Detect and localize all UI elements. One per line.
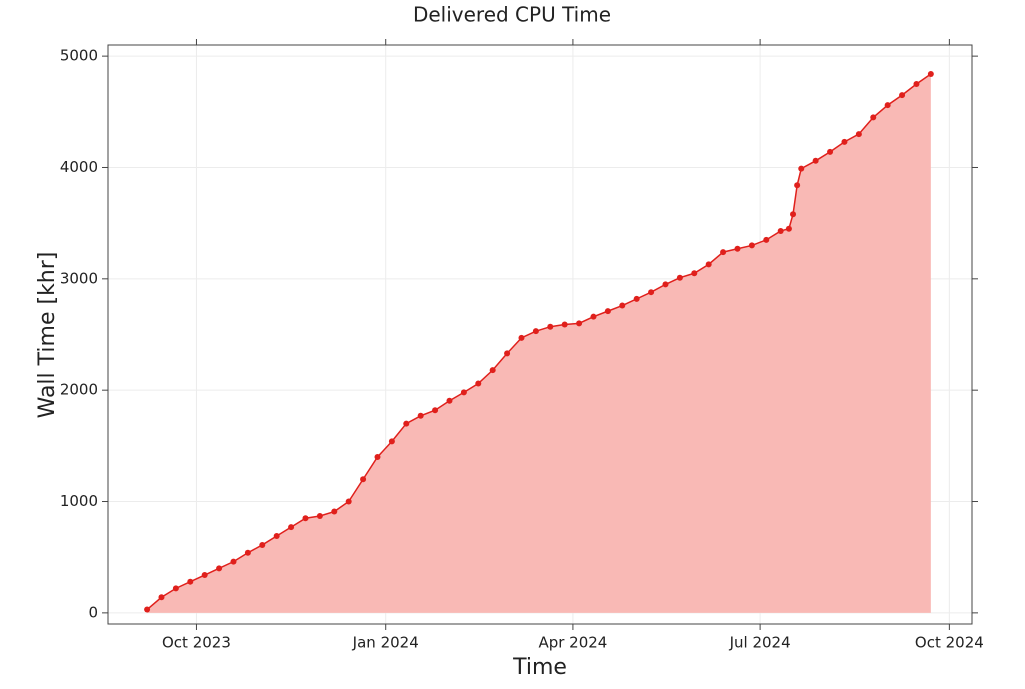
marker [705, 261, 712, 268]
marker [720, 249, 727, 256]
marker [460, 389, 467, 396]
marker [446, 397, 453, 404]
marker [676, 274, 683, 281]
marker [417, 412, 424, 419]
marker [785, 225, 792, 232]
marker [590, 313, 597, 320]
marker [302, 515, 309, 522]
marker [144, 606, 151, 613]
marker [331, 508, 338, 515]
marker [870, 114, 877, 121]
y-tick-label: 2000 [60, 381, 98, 399]
marker [518, 334, 525, 341]
y-tick-label: 5000 [60, 47, 98, 65]
x-tick-label: Oct 2024 [915, 634, 984, 652]
chart-title: Delivered CPU Time [413, 3, 611, 27]
y-tick-label: 1000 [60, 492, 98, 510]
marker [432, 407, 439, 414]
marker [532, 328, 539, 335]
marker [841, 138, 848, 145]
marker [547, 323, 554, 330]
marker [489, 367, 496, 374]
x-tick-label: Apr 2024 [538, 634, 607, 652]
marker [691, 270, 698, 277]
marker [158, 594, 165, 601]
marker [763, 236, 770, 243]
x-tick-label: Oct 2023 [162, 634, 231, 652]
area [147, 73, 931, 613]
y-tick-label: 0 [88, 603, 98, 621]
marker [633, 295, 640, 302]
marker [734, 245, 741, 252]
marker [619, 302, 626, 309]
marker [316, 512, 323, 519]
marker [273, 533, 280, 540]
marker [884, 102, 891, 109]
marker [187, 578, 194, 585]
marker [360, 476, 367, 483]
marker [662, 281, 669, 288]
y-axis-title: Wall Time [khr] [35, 252, 60, 419]
marker [777, 227, 784, 234]
marker [576, 320, 583, 327]
marker [855, 131, 862, 138]
marker [648, 289, 655, 296]
marker [230, 558, 237, 565]
marker [345, 498, 352, 505]
line [146, 73, 932, 611]
marker [827, 148, 834, 155]
marker [604, 308, 611, 315]
marker [812, 157, 819, 164]
y-tick-label: 4000 [60, 158, 98, 176]
marker [899, 92, 906, 99]
marker [913, 80, 920, 87]
marker [561, 321, 568, 328]
marker [172, 585, 179, 592]
marker [374, 453, 381, 460]
marker [790, 211, 797, 218]
x-tick-label: Jan 2024 [352, 634, 419, 652]
x-tick-label: Jul 2024 [729, 634, 791, 652]
marker [388, 438, 395, 445]
marker [748, 242, 755, 249]
marker [216, 565, 223, 572]
marker [201, 572, 208, 579]
marker [288, 524, 295, 531]
marker [927, 70, 934, 77]
x-axis-title: Time [512, 655, 567, 680]
marker [244, 549, 251, 556]
marker [475, 380, 482, 387]
y-tick-label: 3000 [60, 269, 98, 287]
marker [504, 350, 511, 357]
marker [798, 165, 805, 172]
plot-frame [107, 44, 973, 625]
marker [794, 182, 801, 189]
marker [259, 541, 266, 548]
marker [403, 420, 410, 427]
